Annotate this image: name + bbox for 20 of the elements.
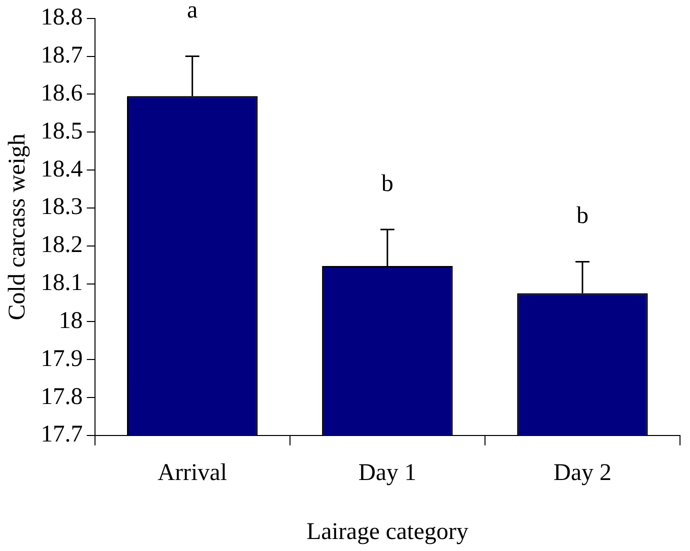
y-tick-label: 18.1 — [40, 270, 83, 296]
y-tick-label: 17.8 — [40, 384, 83, 410]
y-axis-title: Cold carcass weigh — [4, 134, 31, 320]
y-tick-label: 17.7 — [40, 422, 83, 448]
y-tick-label: 18.2 — [40, 232, 83, 258]
y-tick-label: 18 — [58, 308, 83, 334]
y-tick-label: 18.6 — [40, 80, 83, 107]
x-tick-label: Day 2 — [553, 460, 612, 486]
y-tick-label: 18.3 — [40, 194, 83, 220]
annotation: b — [381, 170, 394, 197]
x-axis-title: Lairage category — [306, 518, 468, 545]
x-tick-label: Day 1 — [358, 460, 416, 486]
y-tick-label: 18.5 — [40, 118, 83, 144]
y-tick-label: 18.7 — [40, 42, 83, 69]
annotation: a — [187, 0, 198, 24]
annotation: b — [576, 203, 588, 230]
y-tick-label: 18.4 — [40, 156, 83, 182]
y-tick-label: 17.9 — [40, 346, 83, 372]
y-tick-label: 18.8 — [40, 4, 83, 31]
x-tick-label: Arrival — [158, 460, 228, 486]
